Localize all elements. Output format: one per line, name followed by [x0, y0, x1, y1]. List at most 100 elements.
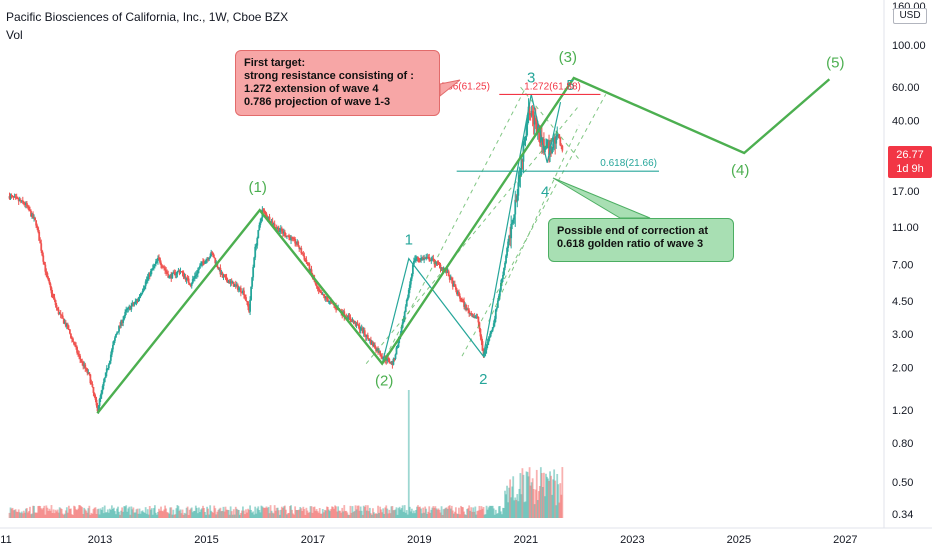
volume-bar — [116, 508, 118, 518]
volume-bar — [334, 505, 336, 518]
candle-body — [264, 211, 267, 214]
channel-line — [461, 94, 607, 357]
volume-bar — [73, 505, 75, 518]
volume-bar — [191, 512, 194, 518]
candle-body — [289, 236, 291, 241]
volume-bar — [253, 514, 256, 518]
candle-body — [304, 259, 307, 261]
volume-bar — [140, 511, 143, 518]
volume-bar — [505, 494, 507, 518]
candle-body — [510, 224, 513, 239]
candle-body — [486, 342, 489, 346]
candle-body — [113, 340, 115, 346]
volume-bar — [356, 505, 359, 518]
volume-bar — [283, 505, 286, 518]
candle-body — [32, 213, 34, 219]
volume-bar — [401, 505, 404, 518]
candle-body — [299, 248, 302, 250]
candle-body — [72, 338, 74, 342]
volume-bar — [38, 505, 41, 518]
candle-body — [220, 272, 223, 275]
candle-body — [183, 276, 186, 278]
volume-bar — [533, 504, 536, 518]
candle-body — [283, 231, 286, 236]
candle-body — [516, 195, 519, 202]
candle-body — [160, 262, 162, 266]
volume-bar — [36, 512, 39, 518]
volume-bar — [176, 505, 179, 518]
volume-bar — [179, 509, 182, 518]
volume-bar — [368, 507, 371, 518]
candle-body — [513, 214, 516, 220]
volume-bar — [339, 510, 342, 518]
candle-body — [503, 267, 505, 276]
candle-body — [410, 273, 413, 279]
correction-callout[interactable]: Possible end of correction at 0.618 gold… — [548, 218, 734, 262]
volume-bar — [149, 509, 152, 518]
candle-body — [472, 315, 475, 317]
candle-body — [416, 257, 418, 259]
volume-bar — [310, 506, 313, 518]
candle-body — [251, 277, 254, 287]
candle-body — [260, 217, 263, 222]
volume-bar — [296, 510, 299, 518]
y-tick-label: 100.00 — [892, 40, 926, 52]
candle-body — [21, 200, 24, 203]
chart-header: Pacific Biosciences of California, Inc.,… — [6, 10, 288, 42]
volume-bar — [529, 485, 532, 518]
currency-badge[interactable]: USD — [893, 8, 927, 24]
volume-bar — [95, 513, 98, 518]
volume-bar — [272, 513, 275, 518]
volume-bar — [261, 506, 264, 518]
candle-body — [88, 372, 91, 375]
volume-bar — [501, 514, 503, 518]
volume-bar — [210, 510, 213, 518]
candle-body — [351, 320, 354, 323]
volume-bar — [92, 509, 95, 518]
volume-bar — [228, 514, 231, 518]
candle-body — [224, 276, 227, 278]
volume-bar — [497, 506, 500, 518]
candle-body — [368, 339, 371, 341]
candle-body — [67, 329, 70, 331]
candle-body — [556, 134, 559, 137]
volume-bar — [256, 508, 259, 518]
volume-bar — [473, 511, 476, 518]
volume-bar — [398, 506, 401, 518]
volume-bar — [265, 506, 268, 518]
candle-body — [246, 300, 248, 302]
candle-body — [252, 267, 255, 278]
volume-bar — [433, 507, 436, 518]
volume-bar — [188, 509, 191, 518]
volume-bar — [276, 507, 279, 518]
volume-bar — [294, 506, 297, 518]
volume-bar — [513, 500, 516, 518]
candle-body — [385, 359, 388, 361]
volume-bar — [277, 510, 280, 518]
volume-bar — [93, 507, 96, 518]
correction-callout-line: Possible end of correction at — [557, 225, 708, 237]
volume-bar — [97, 508, 100, 518]
target-callout[interactable]: First target: strong resistance consisti… — [235, 50, 440, 116]
candle-body — [64, 322, 67, 327]
candle-body — [115, 334, 117, 338]
candle-body — [27, 206, 29, 208]
volume-bar — [20, 511, 23, 518]
volume-bar — [546, 476, 548, 518]
candle-body — [47, 277, 50, 281]
candle-body — [8, 196, 11, 199]
volume-bar — [74, 506, 76, 518]
candle-body — [69, 329, 71, 334]
volume-bar — [361, 514, 364, 518]
volume-bar — [94, 507, 97, 518]
symbol-title[interactable]: Pacific Biosciences of California, Inc.,… — [6, 10, 289, 24]
y-tick-label: 1.20 — [892, 405, 913, 417]
volume-bar — [218, 508, 221, 518]
candle-body — [136, 300, 139, 302]
volume-bar — [335, 506, 337, 518]
target-callout-line: strong resistance consisting of : — [244, 70, 414, 82]
volume-bar — [154, 512, 157, 518]
volume-bar — [252, 511, 255, 518]
